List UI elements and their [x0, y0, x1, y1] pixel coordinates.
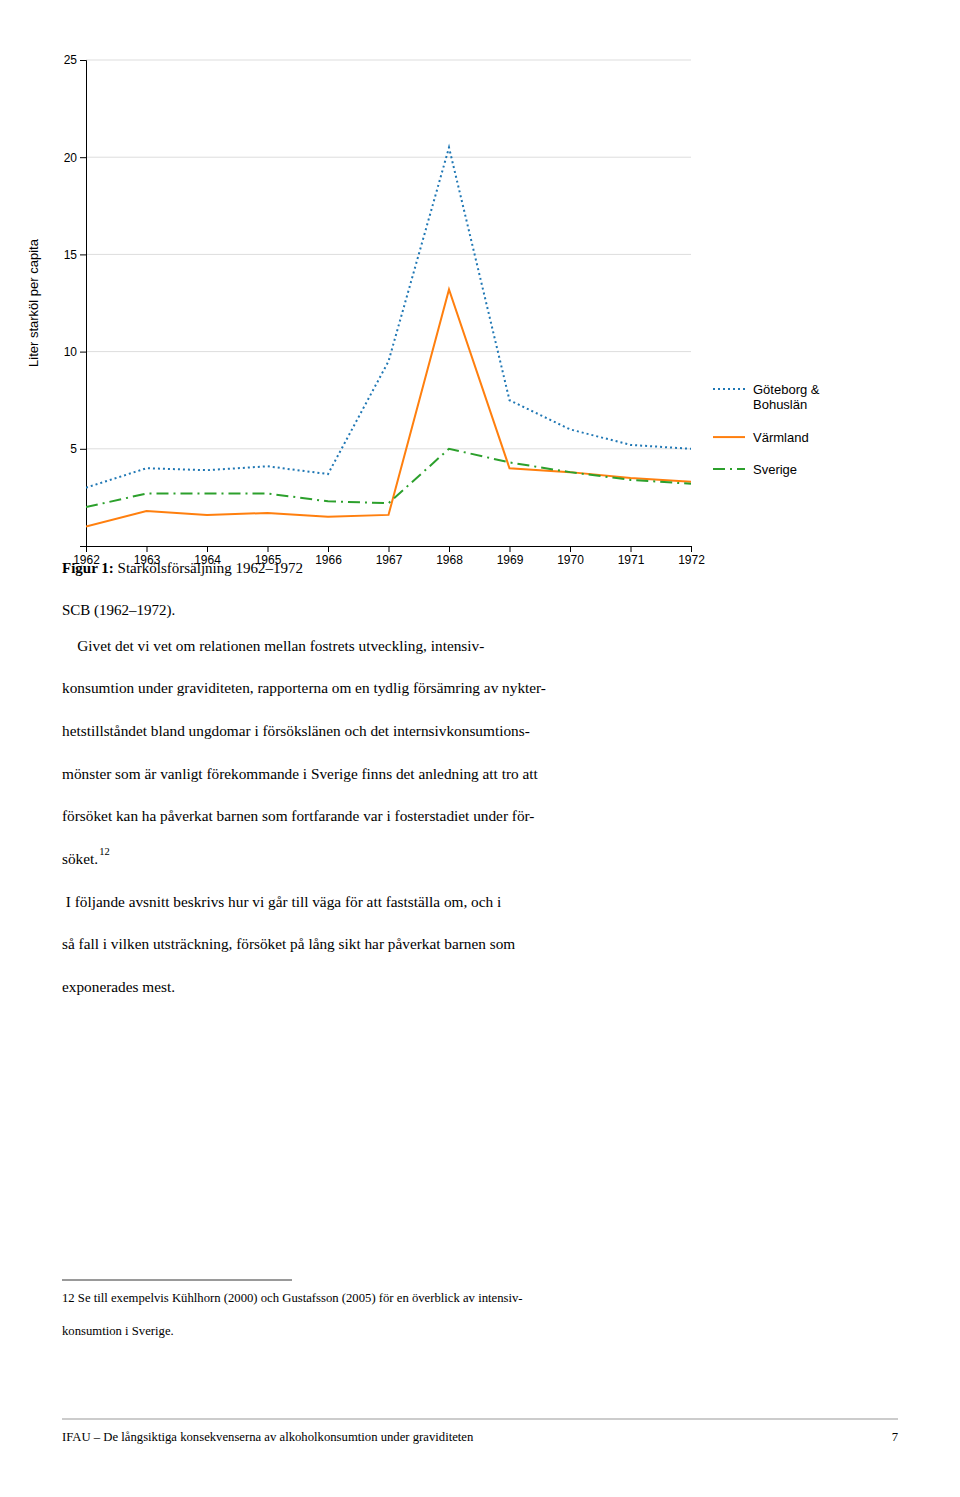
x-tick: 1970 — [557, 546, 584, 567]
body-line: söket. — [62, 850, 98, 867]
footnote-line: 12 Se till exempelvis Kühlhorn (2000) oc… — [62, 1291, 523, 1305]
x-tick-mark — [147, 546, 148, 552]
footnote-marker: 12 — [99, 846, 110, 857]
lines — [86, 147, 691, 526]
x-tick-label: 1970 — [557, 553, 584, 567]
y-tick: 25 — [64, 53, 86, 67]
x-tick-mark — [510, 546, 511, 552]
grid-line — [86, 351, 691, 352]
x-tick: 1967 — [376, 546, 403, 567]
y-tick-label: 15 — [64, 248, 78, 262]
y-tick-label: 5 — [70, 442, 77, 456]
footer-text: IFAU – De långsiktiga konsekvenserna av … — [62, 1430, 474, 1444]
x-tick-mark — [631, 546, 632, 552]
x-tick: 1968 — [436, 546, 463, 567]
x-tick-mark — [268, 546, 269, 552]
y-tick-mark — [80, 449, 86, 450]
legend-swatch — [713, 468, 745, 470]
chart: 1962196319641965196619671968196919701971… — [26, 53, 705, 566]
figure-caption: Starkölsförsäljning 1962–1972 — [114, 560, 303, 576]
footer-rule — [62, 1419, 898, 1420]
y-tick: 15 — [64, 248, 86, 262]
grid-line — [86, 448, 691, 449]
legend-swatch — [713, 388, 745, 390]
y-tick-mark — [80, 254, 86, 255]
x-tick: 1971 — [618, 546, 645, 567]
body-line: konsumtion under graviditeten, rapporter… — [62, 679, 546, 696]
y-tick-mark — [80, 60, 86, 61]
page: 1962196319641965196619671968196919701971… — [0, 0, 960, 1497]
x-tick-label: 1972 — [678, 553, 705, 567]
x-axis-line — [87, 547, 692, 553]
legend-item: Göteborg &Bohuslän — [713, 382, 820, 413]
y-tick-label: 25 — [64, 53, 78, 67]
x-tick-label: 1971 — [618, 553, 645, 567]
y-axis-title: Liter starköl per capita — [26, 238, 41, 367]
body-line: hetstillståndet bland ungdomar i försöks… — [62, 722, 530, 739]
y-axis: 5 10 15 20 25 — [64, 53, 87, 546]
grid-line — [86, 254, 691, 255]
series-line — [86, 449, 691, 507]
footnote-line: konsumtion i Sverige. — [62, 1324, 174, 1338]
body-line: I följande avsnitt beskrivs hur vi går t… — [62, 893, 501, 910]
legend-label: Värmland — [753, 430, 809, 445]
y-tick-label: 20 — [64, 151, 78, 165]
x-tick-label: 1968 — [436, 553, 463, 567]
body-line: Givet det vi vet om relationen mellan fo… — [62, 637, 484, 654]
figure-caption-label: Figur 1: — [62, 560, 114, 576]
x-tick-mark — [449, 546, 450, 552]
y-tick-mark — [80, 352, 86, 353]
grid-line — [86, 60, 691, 61]
grid-line — [86, 157, 691, 158]
page-text: Figur 1: Starkölsförsäljning 1962–1972 SC… — [62, 560, 898, 1444]
footnote-rule — [62, 1280, 292, 1281]
x-tick-label: 1969 — [497, 553, 524, 567]
y-tick-mark — [80, 157, 86, 158]
x-tick-mark — [570, 546, 571, 552]
x-tick-mark — [691, 546, 692, 552]
x-tick: 1966 — [315, 546, 342, 567]
legend-label: Göteborg &Bohuslän — [753, 382, 820, 413]
y-tick: 5 — [70, 442, 86, 456]
y-tick: 20 — [64, 151, 86, 165]
legend-item: Värmland — [713, 430, 809, 445]
x-tick-label: 1967 — [376, 553, 403, 567]
body-line: så fall i vilken utsträckning, försöket … — [62, 935, 515, 952]
x-tick-mark — [389, 546, 390, 552]
x-tick-mark — [328, 546, 329, 552]
grid — [86, 60, 691, 449]
x-tick-mark — [207, 546, 208, 552]
legend-swatch — [713, 436, 745, 438]
y-axis-line — [80, 61, 87, 547]
legend-label: Sverige — [753, 462, 797, 477]
body-line: försöket kan ha påverkat barnen som fort… — [62, 807, 534, 824]
y-tick-label: 10 — [64, 345, 78, 359]
page-number: 7 — [892, 1430, 898, 1444]
y-tick: 10 — [64, 345, 86, 359]
body-line: mönster som är vanligt förekommande i Sv… — [62, 765, 539, 782]
series-line — [86, 147, 691, 487]
source-line: SCB (1962–1972). — [62, 602, 175, 619]
legend: Göteborg &Bohuslän Värmland Sverige — [713, 382, 820, 477]
x-tick: 1969 — [497, 546, 524, 567]
body-line: exponerades mest. — [62, 978, 175, 995]
x-tick: 1972 — [678, 546, 705, 567]
x-tick-label: 1966 — [315, 553, 342, 567]
legend-item: Sverige — [713, 462, 797, 477]
series-line — [86, 289, 691, 526]
